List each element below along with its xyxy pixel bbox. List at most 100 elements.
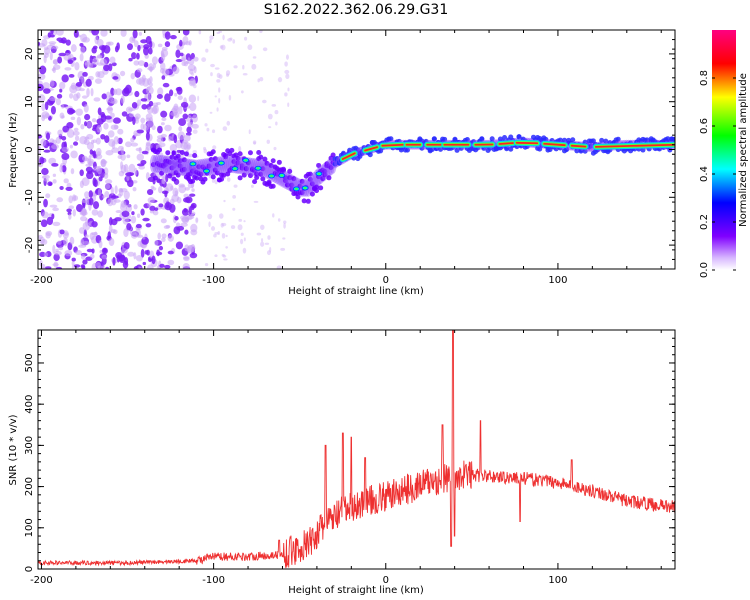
noise-blob [158,245,164,251]
noise-blob [136,129,144,134]
spectrogram-ylabel: Frequency (Hz) [8,112,19,188]
noise-blob [43,88,51,94]
ridge-blob [171,176,177,182]
noise-blob [205,48,209,53]
noise-blob [157,232,161,240]
noise-blob [132,180,138,184]
ridge-blob [241,172,247,178]
noise-blob [162,30,166,36]
noise-blob [260,241,265,247]
noise-blob [159,263,165,268]
ridge-blob [309,181,315,187]
ridge-blob [152,175,158,181]
noise-blob [50,105,56,115]
noise-blob [86,121,93,129]
colorbar-tick-label: 0.6 [699,118,710,134]
ridge-blob [287,168,293,174]
noise-blob [112,229,118,235]
noise-blob [243,220,246,223]
noise-blob [81,199,89,204]
noise-blob [72,130,80,136]
noise-blob [112,256,116,266]
noise-blob [41,38,48,47]
noise-blob [151,106,158,115]
noise-blob [149,65,153,73]
noise-blob [151,56,158,65]
ridge-blob [574,148,580,154]
noise-blob [182,262,190,269]
ridge-blob [210,174,216,180]
noise-blob [158,203,164,208]
noise-blob [161,68,170,77]
noise-blob [64,67,72,71]
noise-blob [84,62,92,66]
noise-blob [39,65,47,75]
noise-blob [161,75,166,80]
noise-blob [182,113,189,120]
noise-blob [251,63,257,70]
noise-blob [262,47,268,52]
ridge-peak [280,174,284,177]
noise-blob [133,130,138,137]
noise-blob [189,102,197,112]
noise-blob [266,139,270,144]
noise-blob [52,244,56,254]
noise-blob [222,126,228,131]
noise-blob [213,233,217,238]
ridge-blob [237,151,243,157]
noise-blob [49,204,58,208]
noise-blob [140,248,145,258]
noise-blob [130,142,139,147]
noise-blob [274,109,279,115]
noise-blob [61,115,65,119]
noise-blob [208,221,211,228]
noise-blob [121,111,128,117]
noise-blob [161,237,166,243]
noise-blob [123,228,129,238]
noise-blob [59,81,66,90]
ridge-peak [570,144,587,148]
noise-blob [54,250,62,256]
spectrogram-xlabel: Height of straight line (km) [288,286,424,297]
noise-blob [151,125,156,131]
noise-blob [97,107,102,116]
noise-blob [116,42,120,51]
noise-blob [218,30,223,34]
noise-blob [52,179,57,184]
noise-blob [262,99,267,104]
noise-blob [253,200,259,203]
noise-blob [115,210,123,214]
ridge-blob [167,159,173,165]
noise-blob [191,123,199,129]
noise-blob [276,265,282,269]
ridge-peak [498,142,515,145]
ridge-peak [191,162,195,165]
noise-blob [106,91,111,98]
ridge-blob [464,137,470,143]
noise-blob [123,190,130,200]
snr-panel: -200 -100 0 100 0 100 200 300 400 500 Height of s… [8,329,676,596]
noise-blob [233,65,238,69]
noise-blob [45,232,51,239]
noise-blob [39,156,45,165]
ridge-blob [644,137,650,143]
noise-blob [134,167,138,176]
noise-blob [175,49,181,58]
noise-blob [145,117,151,122]
ridge-peak [295,187,298,190]
noise-blob [240,238,244,245]
noise-blob [277,77,283,83]
noise-blob [266,250,271,256]
ridge-blob [502,134,508,140]
noise-blob [81,77,85,85]
noise-blob [79,53,84,62]
noise-blob [120,203,128,212]
noise-blob [204,263,209,267]
noise-blob [147,202,152,208]
noise-blob [145,223,152,228]
noise-blob [86,171,94,180]
ridge-peak [543,142,566,147]
noise-blob [182,197,191,203]
noise-blob [52,173,57,177]
ridge-blob [442,136,448,142]
